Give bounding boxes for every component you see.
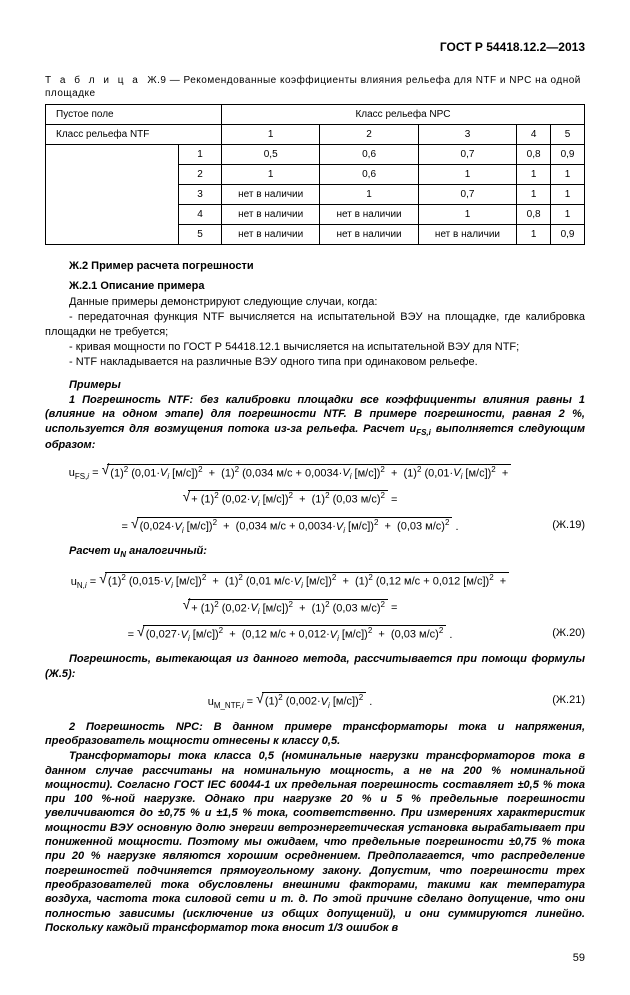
caption-prefix: Т а б л и ц а xyxy=(45,75,141,86)
th-npc: Класс рельефа NPC xyxy=(222,104,585,124)
cell: 1 xyxy=(517,224,551,244)
example1-text: 1 Погрешность NTF: без калибровки площад… xyxy=(45,393,585,452)
method-text: Погрешность, вытекающая из данного метод… xyxy=(45,652,585,681)
cell: 0,6 xyxy=(320,144,418,164)
cell: 0,5 xyxy=(222,144,320,164)
cell: 0,7 xyxy=(418,184,516,204)
col-5: 5 xyxy=(551,124,585,144)
th-empty: Пустое поле xyxy=(46,104,222,124)
cell: 0,8 xyxy=(517,204,551,224)
row-idx: 2 xyxy=(179,164,222,184)
formula-j20-line1: uN,i = √(1)2 (0,015·Vi [м/с])2 + (1)2 (0… xyxy=(45,569,535,592)
cell: 0,6 xyxy=(320,164,418,184)
document-header: ГОСТ Р 54418.12.2—2013 xyxy=(45,40,585,56)
cell: 1 xyxy=(551,184,585,204)
formula-j21: uM_NTF,i = √(1)2 (0,002·Vi [м/с])2 . (Ж.… xyxy=(45,689,585,712)
formula-j20-line3: = √(0,027·Vi [м/с])2 + (0,12 м/с + 0,012… xyxy=(45,622,535,645)
para-bullet2: - кривая мощности по ГОСТ Р 54418.12.1 в… xyxy=(45,340,585,354)
un-prefix: Расчет u xyxy=(69,545,120,557)
cell: 0,7 xyxy=(418,144,516,164)
cell: 1 xyxy=(320,184,418,204)
cell: 0,9 xyxy=(551,144,585,164)
examples-heading: Примеры xyxy=(45,378,585,392)
cell: нет в наличии xyxy=(320,204,418,224)
col-4: 4 xyxy=(517,124,551,144)
heading-j21: Ж.2.1 Описание примера xyxy=(45,279,585,293)
cell: 1 xyxy=(418,204,516,224)
formula-j19-line1: uFS,i = √(1)2 (0,01·Vi [м/с])2 + (1)2 (0… xyxy=(45,460,535,483)
cell: 1 xyxy=(418,164,516,184)
para-intro: Данные примеры демонстрируют следующие с… xyxy=(45,295,585,309)
cell: 1 xyxy=(517,184,551,204)
row-idx: 4 xyxy=(179,204,222,224)
formula-tag-j20: (Ж.20) xyxy=(535,626,585,640)
formula-tag-j21: (Ж.21) xyxy=(535,693,585,707)
formula-j21-line: uM_NTF,i = √(1)2 (0,002·Vi [м/с])2 . xyxy=(45,689,535,712)
row-idx: 3 xyxy=(179,184,222,204)
row-span-empty xyxy=(46,144,179,244)
cell: нет в наличии xyxy=(222,224,320,244)
cell: нет в наличии xyxy=(418,224,516,244)
cell: 0,8 xyxy=(517,144,551,164)
para-bullet1: - передаточная функция NTF вычисляется н… xyxy=(45,310,585,339)
formula-j19: uFS,i = √(1)2 (0,01·Vi [м/с])2 + (1)2 (0… xyxy=(45,460,585,536)
example2-body: Трансформаторы тока класса 0,5 (номиналь… xyxy=(45,749,585,935)
cell: нет в наличии xyxy=(222,184,320,204)
example2-lead: 2 Погрешность NPC: В данном примере тран… xyxy=(45,720,585,749)
caption-num: Ж.9 xyxy=(147,75,166,86)
cell: нет в наличии xyxy=(320,224,418,244)
cell: 1 xyxy=(551,204,585,224)
table-caption: Т а б л и ц а Ж.9 — Рекомендованные коэф… xyxy=(45,74,585,100)
formula-j20-line2: √+ (1)2 (0,02·Vi [м/с])2 + (1)2 (0,03 м/… xyxy=(45,595,535,618)
formula-tag-j19: (Ж.19) xyxy=(535,518,585,532)
formula-j19-line2: √+ (1)2 (0,02·Vi [м/с])2 + (1)2 (0,03 м/… xyxy=(45,487,535,510)
cell: 1 xyxy=(551,164,585,184)
th-ntf: Класс рельефа NTF xyxy=(46,124,222,144)
cell: 1 xyxy=(517,164,551,184)
ex1-sub: FS,i xyxy=(416,428,431,437)
un-tail: аналогичный: xyxy=(126,545,207,557)
un-calc-text: Расчет uN аналогичный: xyxy=(45,544,585,561)
formula-j20: uN,i = √(1)2 (0,015·Vi [м/с])2 + (1)2 (0… xyxy=(45,569,585,645)
heading-j2: Ж.2 Пример расчета погрешности xyxy=(45,259,585,273)
coefficients-table: Пустое поле Класс рельефа NPC Класс рель… xyxy=(45,104,585,245)
row-idx: 5 xyxy=(179,224,222,244)
cell: 1 xyxy=(222,164,320,184)
col-3: 3 xyxy=(418,124,516,144)
para-bullet3: - NTF накладывается на различные ВЭУ одн… xyxy=(45,355,585,369)
page-number: 59 xyxy=(45,951,585,965)
cell: нет в наличии xyxy=(222,204,320,224)
col-2: 2 xyxy=(320,124,418,144)
cell: 0,9 xyxy=(551,224,585,244)
col-1: 1 xyxy=(222,124,320,144)
row-idx: 1 xyxy=(179,144,222,164)
formula-j19-line3: = √(0,024·Vi [м/с])2 + (0,034 м/с + 0,00… xyxy=(45,514,535,537)
